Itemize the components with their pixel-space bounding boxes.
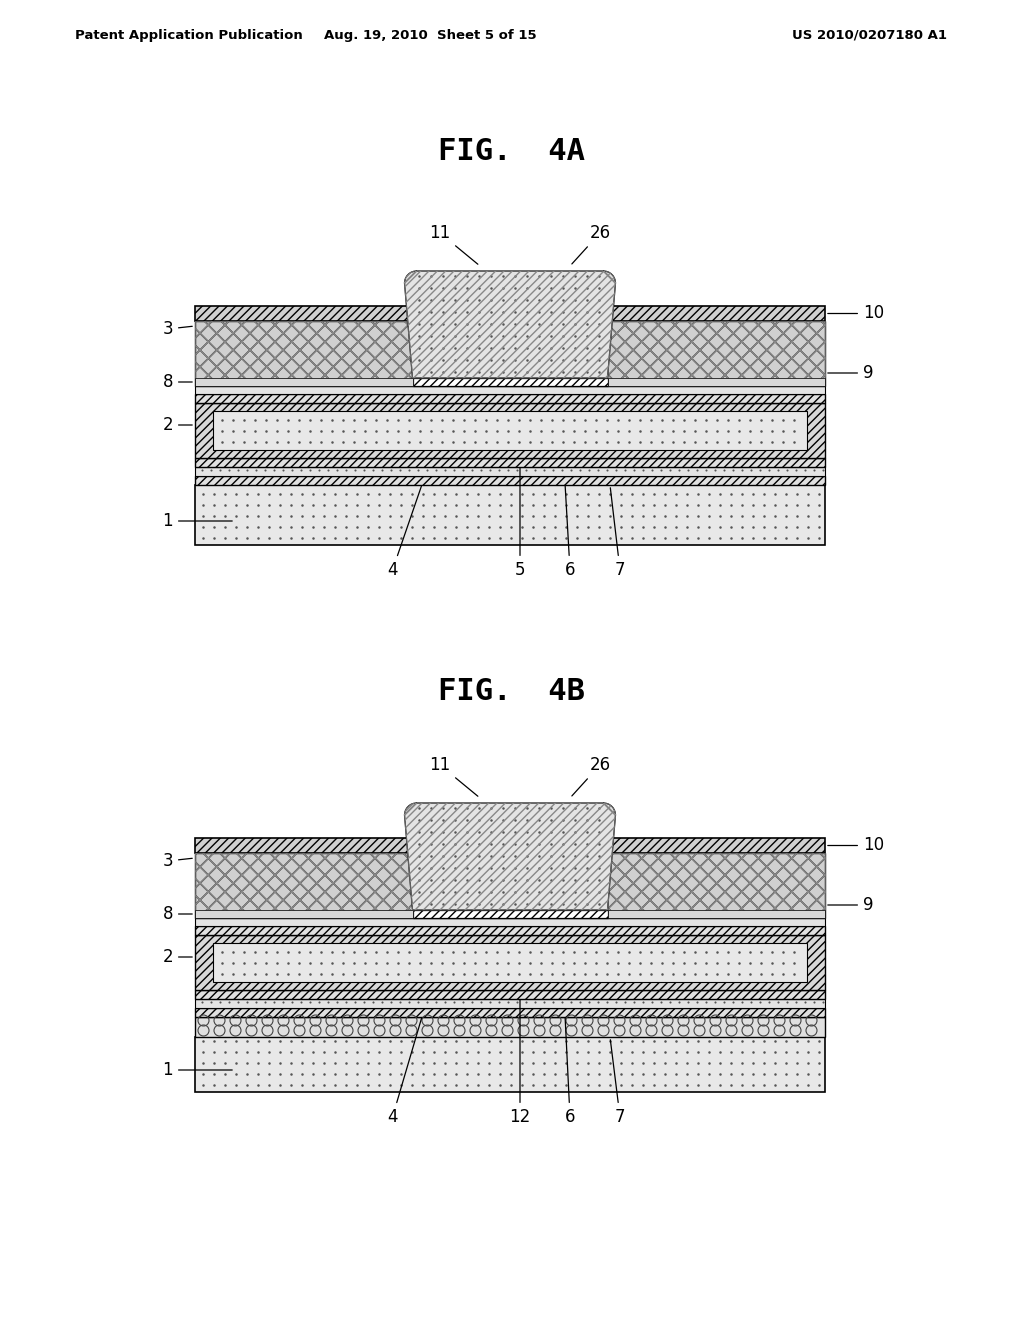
Bar	[195, 909, 413, 917]
Bar	[195, 385, 825, 393]
Text: 11: 11	[429, 756, 478, 796]
Bar	[195, 838, 825, 853]
Text: 3: 3	[163, 319, 193, 338]
Bar	[195, 853, 413, 909]
Text: 7: 7	[610, 488, 626, 579]
Text: 12: 12	[509, 999, 530, 1126]
Bar	[195, 1016, 825, 1038]
Text: 9: 9	[827, 364, 873, 381]
Text: 6: 6	[565, 486, 575, 579]
Bar	[195, 1008, 825, 1016]
Bar	[195, 917, 825, 927]
Bar	[195, 306, 825, 321]
Text: 6: 6	[565, 1018, 575, 1126]
Text: Aug. 19, 2010  Sheet 5 of 15: Aug. 19, 2010 Sheet 5 of 15	[324, 29, 537, 41]
Bar	[195, 321, 413, 378]
Text: 9: 9	[827, 896, 873, 913]
Bar	[607, 378, 825, 385]
Bar	[195, 853, 825, 917]
Bar	[195, 484, 825, 545]
Bar	[195, 403, 825, 458]
Polygon shape	[404, 803, 615, 909]
Text: 11: 11	[429, 224, 478, 264]
Bar	[607, 321, 825, 378]
Bar	[195, 927, 825, 935]
Text: 2: 2	[163, 948, 193, 966]
Polygon shape	[404, 271, 615, 378]
Text: 8: 8	[163, 906, 193, 923]
Text: 1: 1	[163, 512, 232, 531]
Bar	[213, 942, 807, 982]
Text: 1: 1	[163, 1061, 232, 1078]
Text: 5: 5	[515, 467, 525, 579]
Bar	[195, 477, 825, 484]
Bar	[607, 853, 825, 909]
Bar	[213, 411, 807, 450]
Bar	[195, 990, 825, 999]
Bar	[195, 935, 825, 990]
Bar	[413, 378, 607, 385]
Text: 4: 4	[387, 486, 422, 579]
Bar	[195, 467, 825, 477]
Bar	[607, 909, 825, 917]
Text: 4: 4	[387, 1018, 422, 1126]
Text: 3: 3	[163, 851, 193, 870]
Bar	[195, 458, 825, 467]
Text: FIG.  4B: FIG. 4B	[438, 677, 586, 706]
Text: 7: 7	[610, 1040, 626, 1126]
Text: Patent Application Publication: Patent Application Publication	[75, 29, 303, 41]
Text: 8: 8	[163, 374, 193, 391]
Bar	[195, 1038, 825, 1092]
Text: 10: 10	[827, 305, 884, 322]
Text: 10: 10	[827, 837, 884, 854]
Text: 26: 26	[571, 224, 610, 264]
Text: 26: 26	[571, 756, 610, 796]
Bar	[195, 999, 825, 1008]
Text: US 2010/0207180 A1: US 2010/0207180 A1	[793, 29, 947, 41]
Text: FIG.  4A: FIG. 4A	[438, 137, 586, 166]
Bar	[195, 393, 825, 403]
Text: 2: 2	[163, 416, 193, 434]
Bar	[195, 321, 825, 385]
Bar	[195, 378, 413, 385]
Bar	[413, 909, 607, 917]
